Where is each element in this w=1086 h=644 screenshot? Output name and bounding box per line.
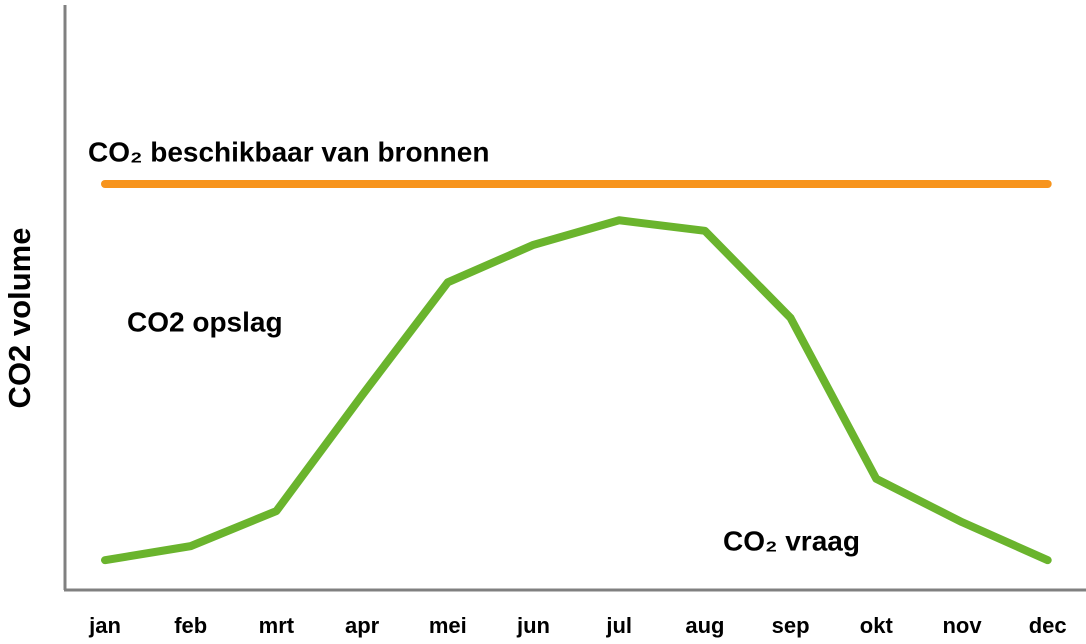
series-line bbox=[101, 216, 1052, 565]
x-tick-label: jan bbox=[88, 613, 121, 638]
annotation: CO2 opslag bbox=[127, 306, 283, 337]
x-tick-label: jul bbox=[605, 613, 632, 638]
y-axis-label: CO2 volume bbox=[2, 228, 37, 409]
x-tick-label: aug bbox=[685, 613, 724, 638]
x-tick-label: feb bbox=[174, 613, 207, 638]
annotation: CO₂ vraag bbox=[723, 525, 860, 556]
x-tick-label: okt bbox=[860, 613, 894, 638]
x-tick-label: dec bbox=[1029, 613, 1067, 638]
x-tick-label: mei bbox=[429, 613, 467, 638]
x-tick-label: jun bbox=[516, 613, 550, 638]
x-tick-label: apr bbox=[345, 613, 380, 638]
x-tick-label: sep bbox=[772, 613, 810, 638]
x-tick-label: mrt bbox=[259, 613, 295, 638]
x-tick-label: nov bbox=[942, 613, 982, 638]
annotation: CO₂ beschikbaar van bronnen bbox=[88, 136, 489, 167]
